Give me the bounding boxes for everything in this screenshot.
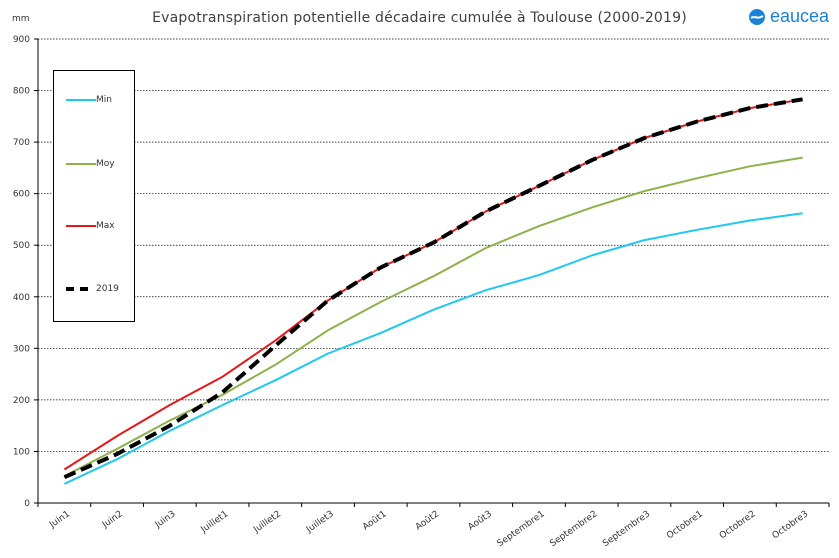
legend-label-max: Max bbox=[96, 221, 115, 231]
x-tick-label: Juillet1 bbox=[199, 509, 231, 535]
y-tick-label: 800 bbox=[13, 87, 30, 97]
chart-legend: Min Moy Max 2019 bbox=[53, 70, 135, 322]
brand-name: eaucea bbox=[769, 6, 829, 26]
legend-label-min: Min bbox=[96, 95, 112, 105]
series-line-min bbox=[63, 212, 803, 485]
legend-item-2019: 2019 bbox=[66, 284, 119, 294]
x-tick-label: Juin3 bbox=[153, 509, 178, 531]
brand-logo: eaucea bbox=[748, 6, 829, 27]
x-tick-label: Septembre1 bbox=[496, 509, 547, 549]
y-tick-labels: 0 100 200 300 400 500 600 700 800 900 bbox=[13, 35, 30, 509]
y-tick-label: 300 bbox=[13, 344, 30, 354]
series-line-2019 bbox=[63, 97, 803, 480]
y-tick-label: 600 bbox=[13, 190, 30, 200]
series-line-max bbox=[63, 98, 803, 471]
y-tick-label: 400 bbox=[13, 293, 30, 303]
x-tick-label: Juin1 bbox=[47, 509, 72, 531]
legend-label-moy: Moy bbox=[96, 159, 115, 169]
legend-swatch-max bbox=[66, 225, 96, 227]
water-drop-icon bbox=[748, 8, 765, 25]
gridlines bbox=[38, 38, 829, 452]
x-tick-label: Octobre1 bbox=[665, 509, 705, 541]
y-tick-label: 700 bbox=[13, 138, 30, 148]
series-line-moy bbox=[63, 156, 803, 478]
x-tick-labels: Juin1 Juin2 Juin3 Juillet1 Juillet2 Juillet3 A… bbox=[47, 509, 810, 549]
y-axis-unit: mm bbox=[12, 14, 30, 24]
x-tick-label: Septembre3 bbox=[601, 509, 652, 549]
x-tick-label: Août2 bbox=[414, 509, 441, 532]
legend-item-max: Max bbox=[66, 221, 115, 231]
series-lines bbox=[63, 97, 803, 485]
y-tick-label: 200 bbox=[13, 396, 30, 406]
x-tick-label: Octobre3 bbox=[771, 509, 811, 541]
y-tick-label: 0 bbox=[24, 499, 30, 509]
y-tick-label: 500 bbox=[13, 241, 30, 251]
x-tick-label: Octobre2 bbox=[718, 509, 758, 541]
y-tick-label: 900 bbox=[13, 35, 30, 45]
legend-swatch-2019 bbox=[66, 287, 88, 291]
axes bbox=[34, 38, 830, 507]
x-tick-label: Juillet2 bbox=[251, 509, 283, 535]
legend-swatch-moy bbox=[66, 163, 96, 165]
x-tick-label: Septembre2 bbox=[548, 509, 599, 549]
legend-item-min: Min bbox=[66, 95, 112, 105]
x-tick-label: Juin2 bbox=[100, 509, 125, 531]
chart-title: Evapotranspiration potentielle décadaire… bbox=[152, 10, 687, 26]
x-tick-label: Août1 bbox=[361, 509, 388, 532]
x-tick-label: Juillet3 bbox=[304, 509, 336, 535]
y-tick-label: 100 bbox=[13, 447, 30, 457]
legend-item-moy: Moy bbox=[66, 159, 115, 169]
legend-swatch-min bbox=[66, 99, 96, 101]
legend-label-2019: 2019 bbox=[96, 284, 119, 294]
x-tick-label: Août3 bbox=[467, 509, 494, 532]
